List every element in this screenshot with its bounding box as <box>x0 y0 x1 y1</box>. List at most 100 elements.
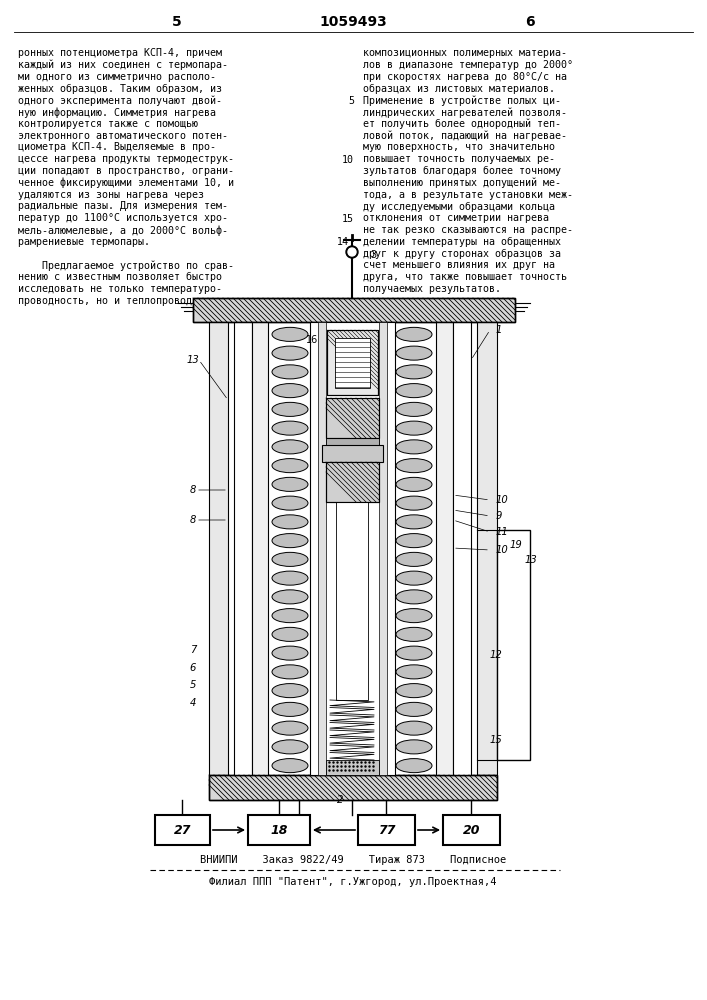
Text: ду исследуемыми образцами кольца: ду исследуемыми образцами кольца <box>363 201 555 212</box>
Text: 2: 2 <box>337 795 343 805</box>
Text: получаемых результатов.: получаемых результатов. <box>363 284 501 294</box>
Ellipse shape <box>272 346 308 360</box>
Ellipse shape <box>396 421 432 435</box>
Bar <box>155 815 210 845</box>
Ellipse shape <box>272 740 308 754</box>
Ellipse shape <box>396 346 432 360</box>
Bar <box>358 815 415 845</box>
Text: выполнению принятых допущений ме-: выполнению принятых допущений ме- <box>363 178 561 188</box>
Text: 7: 7 <box>189 645 196 655</box>
Ellipse shape <box>272 459 308 473</box>
Text: 18: 18 <box>270 824 288 836</box>
Text: 6: 6 <box>189 663 196 673</box>
Text: проводность, но и теплопроводность: проводность, но и теплопроводность <box>18 296 222 306</box>
Ellipse shape <box>396 759 432 773</box>
Ellipse shape <box>396 534 432 548</box>
Text: женных образцов. Таким образом, из: женных образцов. Таким образом, из <box>18 83 222 94</box>
Bar <box>326 398 379 438</box>
Ellipse shape <box>396 440 432 454</box>
Text: друг к другу сторонах образцов за: друг к другу сторонах образцов за <box>363 249 561 259</box>
Ellipse shape <box>272 627 308 641</box>
Ellipse shape <box>272 721 308 735</box>
Bar <box>327 330 378 395</box>
Ellipse shape <box>272 534 308 548</box>
Text: ловой поток, падающий на нагревае-: ловой поток, падающий на нагревае- <box>363 131 567 141</box>
Text: 5: 5 <box>172 15 182 29</box>
Ellipse shape <box>272 665 308 679</box>
Ellipse shape <box>272 477 308 491</box>
Text: отклонения от симметрии нагрева: отклонения от симметрии нагрева <box>363 213 549 223</box>
Bar <box>209 322 228 775</box>
Text: счет меньшего влияния их друг на: счет меньшего влияния их друг на <box>363 260 555 270</box>
Ellipse shape <box>272 702 308 716</box>
Ellipse shape <box>272 440 308 454</box>
Text: при скоростях нагрева до 80°С/с на: при скоростях нагрева до 80°С/с на <box>363 72 567 82</box>
Ellipse shape <box>272 515 308 529</box>
Text: 6: 6 <box>525 15 535 29</box>
Text: Филиал ППП "Патент", г.Ужгород, ул.Проектная,4: Филиал ППП "Патент", г.Ужгород, ул.Проек… <box>209 877 497 887</box>
Text: радиальные пазы. Для измерения тем-: радиальные пазы. Для измерения тем- <box>18 201 228 211</box>
Bar <box>453 322 471 775</box>
Text: 10: 10 <box>496 545 509 555</box>
Text: 5: 5 <box>348 96 354 106</box>
Text: каждый из них соединен с термопара-: каждый из них соединен с термопара- <box>18 60 228 70</box>
Ellipse shape <box>272 609 308 623</box>
Ellipse shape <box>272 571 308 585</box>
Ellipse shape <box>272 759 308 773</box>
Text: 10: 10 <box>496 495 509 505</box>
Bar <box>318 322 326 775</box>
Ellipse shape <box>396 365 432 379</box>
Ellipse shape <box>272 365 308 379</box>
Text: 14: 14 <box>337 237 349 247</box>
Text: 3: 3 <box>370 250 376 260</box>
Text: 4: 4 <box>189 698 196 708</box>
Bar <box>443 815 500 845</box>
Text: контролируется также с помощью: контролируется также с помощью <box>18 119 198 129</box>
Text: электронного автоматического потен-: электронного автоматического потен- <box>18 131 228 141</box>
Text: 77: 77 <box>378 824 395 836</box>
Text: 1: 1 <box>496 325 503 335</box>
Bar <box>248 815 310 845</box>
Bar <box>326 462 379 502</box>
Bar <box>379 322 387 775</box>
Ellipse shape <box>396 702 432 716</box>
Bar <box>310 322 395 775</box>
Text: 1059493: 1059493 <box>320 15 387 29</box>
Bar <box>209 775 497 800</box>
Bar <box>193 298 515 322</box>
Ellipse shape <box>396 721 432 735</box>
Bar <box>209 775 497 800</box>
Ellipse shape <box>396 571 432 585</box>
Text: ператур до 1100°С используется хро-: ператур до 1100°С используется хро- <box>18 213 228 223</box>
Text: линдрических нагревателей позволя-: линдрических нагревателей позволя- <box>363 107 567 117</box>
Bar <box>326 438 379 445</box>
Bar <box>234 322 252 775</box>
Ellipse shape <box>272 402 308 416</box>
Text: нению с известным позволяет быстро: нению с известным позволяет быстро <box>18 272 222 282</box>
Text: зультатов благодаря более точному: зультатов благодаря более точному <box>363 166 561 176</box>
Text: циометра КСП-4. Выделяемые в про-: циометра КСП-4. Выделяемые в про- <box>18 142 216 152</box>
Text: 12: 12 <box>490 650 503 660</box>
Text: цессе нагрева продукты термодеструк-: цессе нагрева продукты термодеструк- <box>18 154 234 164</box>
Text: одного эксперимента получают двой-: одного эксперимента получают двой- <box>18 95 222 106</box>
Text: не так резко сказываются на распре-: не так резко сказываются на распре- <box>363 225 573 235</box>
Ellipse shape <box>396 496 432 510</box>
Text: образцах из листовых материалов.: образцах из листовых материалов. <box>363 83 555 94</box>
Text: лов в диапазоне температур до 2000°: лов в диапазоне температур до 2000° <box>363 60 573 70</box>
Text: друга, что также повышает точность: друга, что также повышает точность <box>363 272 567 282</box>
Ellipse shape <box>272 552 308 566</box>
Ellipse shape <box>272 421 308 435</box>
Text: ет получить более однородный теп-: ет получить более однородный теп- <box>363 119 561 129</box>
Circle shape <box>346 246 358 258</box>
Ellipse shape <box>396 590 432 604</box>
Ellipse shape <box>396 402 432 416</box>
Ellipse shape <box>272 496 308 510</box>
Ellipse shape <box>396 627 432 641</box>
Bar <box>326 462 379 502</box>
Bar <box>497 530 530 760</box>
Bar <box>336 502 368 700</box>
Ellipse shape <box>272 327 308 341</box>
Text: удаляются из зоны нагрева через: удаляются из зоны нагрева через <box>18 190 204 200</box>
Ellipse shape <box>272 684 308 698</box>
Ellipse shape <box>396 740 432 754</box>
